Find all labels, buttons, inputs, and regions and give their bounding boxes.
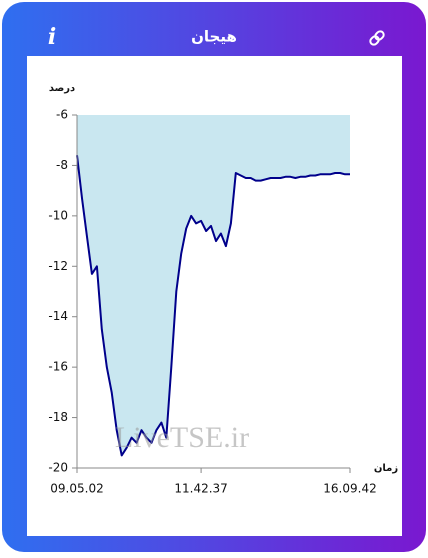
link-icon[interactable] [369, 30, 385, 46]
y-tick-label: -18 [48, 410, 68, 424]
info-icon[interactable]: i [48, 24, 56, 50]
x-tick-label: 09.05.02 [50, 482, 103, 496]
y-tick-label: -12 [48, 259, 68, 273]
line [76, 155, 350, 457]
y-tick-label: -20 [48, 461, 68, 475]
area-fill [77, 115, 350, 456]
x-tick-label: 11.42.37 [174, 482, 227, 496]
y-tick-label: -8 [56, 158, 68, 172]
y-tick-label: -10 [48, 208, 68, 222]
y-axis-label: درصد [49, 83, 75, 94]
y-tick-label: -6 [56, 108, 68, 122]
header-title: هیجان [191, 28, 237, 46]
y-tick-label: -16 [48, 360, 68, 374]
x-tick-label: 16.09.42 [323, 482, 376, 496]
x-axis-label: زمان [374, 463, 398, 474]
chart: -20 -18 -16 -14 -12 -10 -8 -6 09.05.02 11.42.37 16… [48, 83, 398, 496]
watermark: LiveTSE.ir [115, 421, 249, 454]
y-tick-label: -14 [48, 309, 68, 323]
